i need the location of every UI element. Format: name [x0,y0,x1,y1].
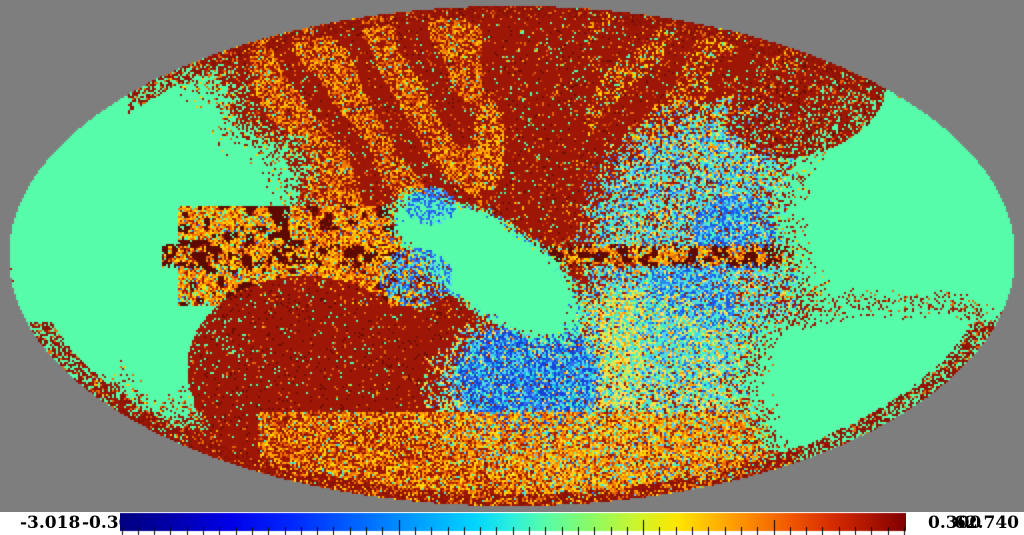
colorbar-panel: -3.018 -0.300 0.300 62.740 [0,512,1024,535]
sky-map-canvas [0,0,1024,512]
colorbar-max-label: 62.740 [953,513,1019,533]
colorbar-min-label: -3.018 [20,513,81,533]
colorbar-cutmax-label: 0.300 [928,513,982,533]
colorbar-gradient [120,512,906,535]
